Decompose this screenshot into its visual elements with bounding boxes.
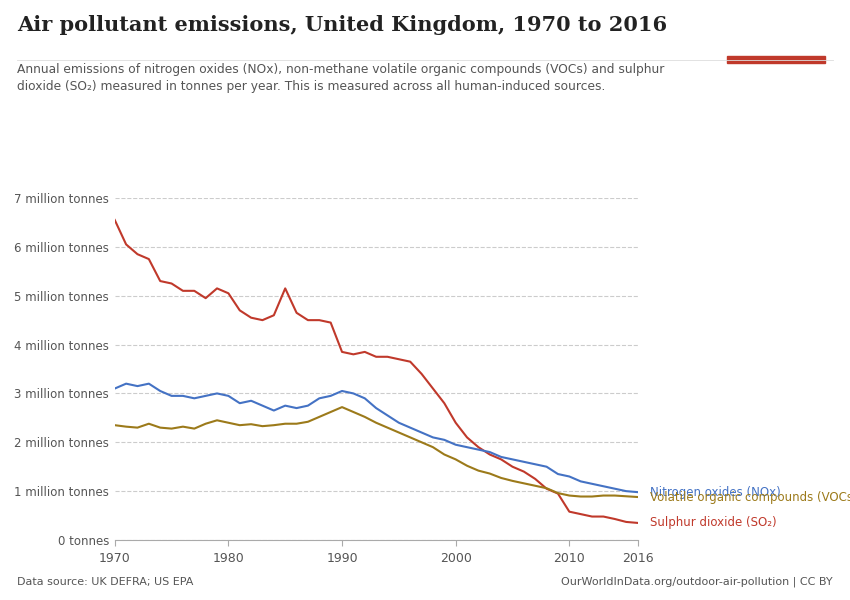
Text: Nitrogen oxides (NOx): Nitrogen oxides (NOx) — [650, 485, 781, 499]
Bar — [727, 56, 824, 63]
Text: Our World: Our World — [744, 22, 808, 32]
Text: OurWorldInData.org/outdoor-air-pollution | CC BY: OurWorldInData.org/outdoor-air-pollution… — [561, 576, 833, 587]
Text: Sulphur dioxide (SO₂): Sulphur dioxide (SO₂) — [650, 517, 777, 529]
Text: Annual emissions of nitrogen oxides (NOx), non-methane volatile organic compound: Annual emissions of nitrogen oxides (NOx… — [17, 63, 665, 93]
Text: Volatile organic compounds (VOCs): Volatile organic compounds (VOCs) — [650, 491, 850, 503]
Text: in Data: in Data — [753, 38, 798, 49]
Text: Air pollutant emissions, United Kingdom, 1970 to 2016: Air pollutant emissions, United Kingdom,… — [17, 15, 667, 35]
Text: Data source: UK DEFRA; US EPA: Data source: UK DEFRA; US EPA — [17, 577, 193, 587]
